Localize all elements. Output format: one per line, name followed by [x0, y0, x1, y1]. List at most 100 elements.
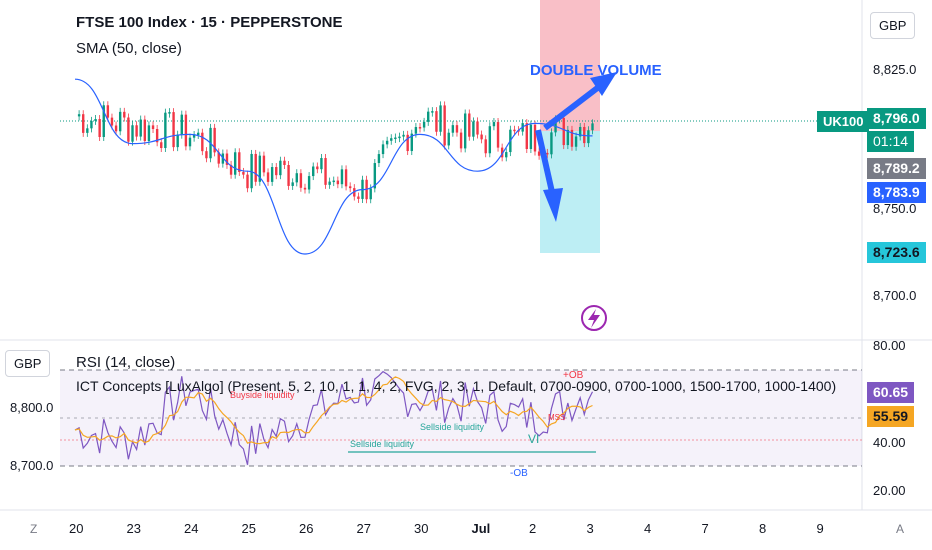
candle-body — [147, 125, 151, 142]
time-label: 2 — [529, 521, 536, 536]
rsi-ma-series — [74, 376, 593, 445]
candle-body — [217, 152, 220, 164]
rsi-tick-80: 80.00 — [873, 338, 906, 353]
candle-body — [238, 152, 241, 172]
time-label: 8 — [759, 521, 766, 536]
candle-body — [176, 134, 179, 148]
candle-body — [127, 117, 130, 142]
candle-body — [459, 132, 463, 149]
time-label: 25 — [242, 521, 256, 536]
candle-body — [410, 133, 413, 152]
rsi-series — [74, 370, 594, 465]
auto-scale-button-left[interactable]: Z — [30, 522, 37, 536]
lightning-icon[interactable] — [581, 305, 607, 331]
double-volume-label: DOUBLE VOLUME — [530, 62, 662, 79]
candle-body — [258, 155, 262, 182]
candle-body — [398, 136, 401, 139]
candle-body — [451, 125, 455, 133]
candle-body — [591, 123, 594, 131]
candle-body — [348, 186, 352, 189]
chart-title[interactable]: FTSE 100 Index · 15 · PEPPERSTONE — [76, 14, 343, 31]
candle-body — [160, 142, 163, 149]
candle-body — [418, 127, 422, 129]
symbol-tag: UK100 — [817, 111, 870, 132]
candle-body — [307, 176, 311, 190]
price-tick-8825: 8,825.0 — [873, 62, 916, 77]
candle-body — [381, 144, 385, 155]
candle-body — [357, 196, 360, 199]
sellside-liquidity-label-1: Sellside liquidity — [420, 422, 485, 432]
candle-body — [578, 126, 582, 137]
candle-body — [201, 132, 204, 152]
time-label: 27 — [357, 521, 371, 536]
candle-body — [390, 138, 393, 141]
candle-body — [246, 174, 249, 189]
candle-body — [283, 160, 286, 166]
candle-body — [213, 127, 216, 153]
candle-body — [151, 125, 155, 130]
candle-body — [472, 121, 475, 137]
candle-body — [250, 153, 253, 189]
candle-body — [468, 113, 471, 137]
candle-body — [533, 124, 537, 152]
candle-body — [110, 117, 114, 126]
currency-selector[interactable]: GBP — [870, 12, 916, 39]
candle-body — [197, 132, 200, 135]
candle-body — [422, 121, 426, 128]
candle-body — [312, 166, 315, 177]
arrow-down-icon — [535, 129, 563, 222]
candle-body — [262, 155, 266, 173]
sellside-liquidity-label-2: Sellside liquidity — [350, 439, 415, 449]
candle-body — [143, 119, 147, 142]
candle-body — [537, 151, 541, 156]
candle-body — [90, 120, 93, 129]
candle-body — [102, 105, 105, 138]
candle-body — [275, 167, 278, 176]
price-tick-8750: 8,750.0 — [873, 201, 916, 216]
candle-body — [574, 136, 578, 147]
countdown-tag: 01:14 — [867, 131, 915, 152]
rsi-value-tag: 60.65 — [867, 382, 915, 403]
candle-body — [546, 152, 549, 155]
candle-body — [550, 132, 553, 155]
time-label: 26 — [299, 521, 313, 536]
candle-body — [123, 111, 126, 118]
candle-body — [164, 112, 167, 149]
candle-body — [242, 171, 245, 175]
time-label: 9 — [817, 521, 824, 536]
candle-body — [513, 129, 516, 132]
sma-legend[interactable]: SMA (50, close) — [76, 40, 182, 57]
time-axis: 20 23 24 25 26 27 30 Jul 2 3 4 7 8 9 — [69, 521, 824, 536]
candle-body — [505, 152, 508, 158]
candle-body — [587, 130, 590, 144]
candle-body — [443, 105, 446, 146]
buyside-liquidity-label: Buyside liquidity — [230, 390, 295, 400]
candle-body — [155, 129, 159, 143]
currency-selector-left[interactable]: GBP — [5, 350, 51, 377]
candle-body — [328, 181, 331, 185]
candle-body — [106, 105, 110, 118]
candle-body — [172, 112, 175, 148]
price-candles — [77, 101, 594, 204]
candle-body — [439, 105, 442, 132]
ict-legend[interactable]: ICT Concepts [LuxAlgo] (Present, 5, 2, 1… — [76, 378, 837, 394]
sma-price-tag: 8,789.2 — [867, 158, 926, 179]
candle-body — [529, 124, 533, 150]
candle-body — [82, 114, 85, 133]
rsi-tick-40: 40.00 — [873, 435, 906, 450]
candle-body — [340, 169, 344, 185]
candle-body — [205, 151, 208, 159]
rsi-legend[interactable]: RSI (14, close) — [76, 354, 176, 371]
candle-body — [168, 112, 171, 114]
time-label: 7 — [702, 521, 709, 536]
price-tick-8700: 8,700.0 — [873, 288, 916, 303]
candle-body — [86, 128, 89, 133]
vi-label: VI — [528, 432, 539, 446]
candle-body — [373, 163, 377, 189]
candle-body — [377, 154, 381, 164]
auto-scale-button-right[interactable]: A — [896, 522, 904, 536]
candle-body — [135, 125, 138, 137]
candle-body — [406, 134, 409, 152]
mss-label: MSS — [548, 413, 565, 422]
